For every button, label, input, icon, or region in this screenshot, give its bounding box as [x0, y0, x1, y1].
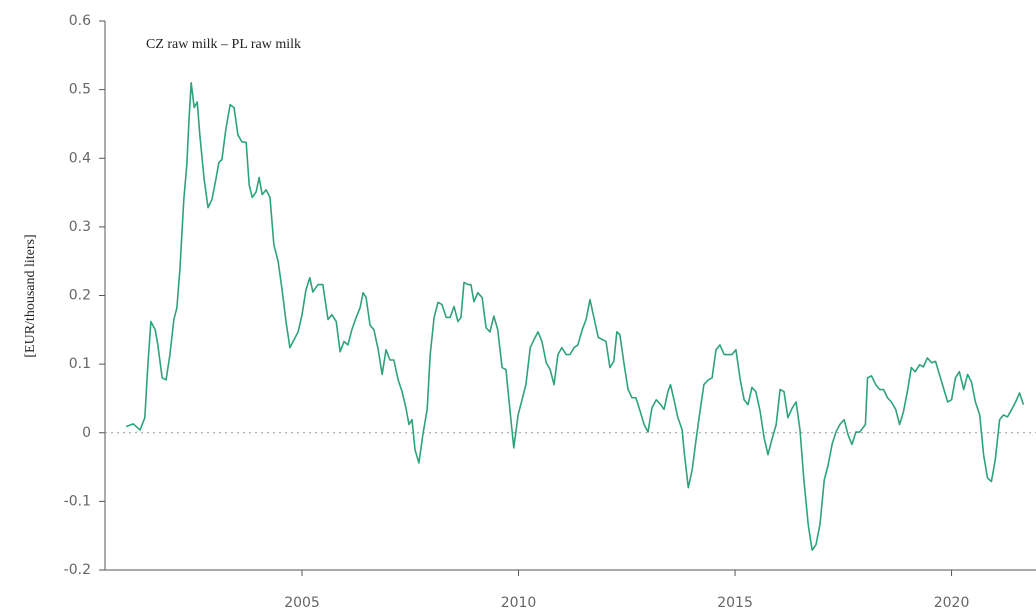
x-tick-label: 2005	[284, 595, 320, 608]
y-tick-label: -0.1	[64, 493, 91, 509]
y-tick-label: 0.5	[69, 82, 91, 98]
y-axis-label: [EUR/thousand liters]	[23, 234, 38, 357]
y-tick-label: -0.2	[64, 562, 91, 578]
y-tick-label: 0.3	[69, 219, 91, 235]
chart-title: CZ raw milk – PL raw milk	[146, 37, 301, 52]
y-tick-label: 0.6	[69, 13, 91, 29]
y-tick-label: 0.2	[69, 288, 91, 304]
y-tick-label: 0.1	[69, 356, 91, 372]
y-tick-label: 0	[82, 425, 91, 441]
y-tick-label: 0.4	[69, 150, 91, 166]
x-tick-label: 2015	[717, 595, 753, 608]
x-tick-label: 2020	[934, 595, 970, 608]
data-line	[125, 81, 1025, 551]
x-tick-label: 2010	[501, 595, 537, 608]
